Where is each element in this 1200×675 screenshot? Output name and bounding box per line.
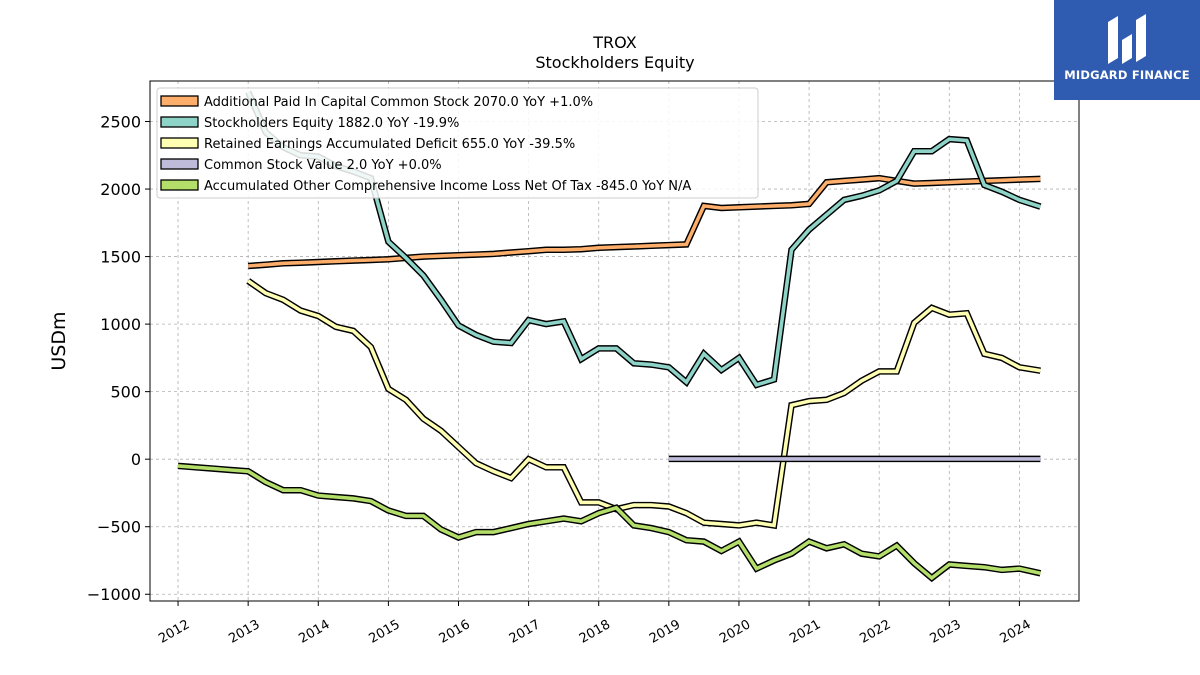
y-tick-label: −500 <box>97 518 141 537</box>
legend-label: Retained Earnings Accumulated Deficit 65… <box>204 137 575 152</box>
legend-item: Retained Earnings Accumulated Deficit 65… <box>160 137 575 152</box>
legend-label: Additional Paid In Capital Common Stock … <box>204 95 593 110</box>
legend-swatch <box>160 116 199 128</box>
legend-swatch <box>160 95 199 107</box>
legend-swatch <box>160 137 199 149</box>
y-axis: −1000 −500 0 500 1000 1500 2000 2500 <box>87 113 150 604</box>
legend-item: Accumulated Other Comprehensive Income L… <box>160 179 691 194</box>
legend-swatch <box>160 158 199 170</box>
y-tick-label: −1000 <box>87 585 141 604</box>
x-tick-label: 2018 <box>577 617 613 647</box>
chart-title: TROX <box>592 33 636 52</box>
midgard-logo-icon <box>1108 14 1146 64</box>
series-4 <box>177 462 1042 583</box>
x-tick-label: 2017 <box>507 617 543 647</box>
legend-label: Stockholders Equity 1882.0 YoY -19.9% <box>204 116 459 131</box>
x-tick-label: 2014 <box>296 617 332 647</box>
legend-item: Common Stock Value 2.0 YoY +0.0% <box>160 158 442 173</box>
y-tick-label: 0 <box>131 450 141 469</box>
y-tick-label: 2000 <box>100 180 141 199</box>
x-tick-label: 2016 <box>437 617 473 647</box>
legend-label: Accumulated Other Comprehensive Income L… <box>204 179 691 194</box>
series-2 <box>246 278 1041 530</box>
plot-frame <box>149 80 1080 602</box>
legend: Additional Paid In Capital Common Stock … <box>156 87 759 199</box>
y-tick-label: 2500 <box>100 113 141 132</box>
series-line <box>177 464 1041 581</box>
series-layer <box>177 90 1042 583</box>
series-line <box>246 91 1041 388</box>
chart-subtitle: Stockholders Equity <box>535 53 694 72</box>
series-1 <box>245 90 1042 389</box>
series-line <box>248 176 1041 268</box>
brand-logo: MIDGARD FINANCE <box>1054 0 1200 100</box>
x-axis: 2012 2013 2014 2015 2016 2017 2018 2019 2020 2021… <box>156 601 1034 647</box>
brand-name: MIDGARD FINANCE <box>1064 68 1190 82</box>
x-tick-label: 2023 <box>927 617 963 647</box>
y-tick-label: 1500 <box>100 248 141 267</box>
y-axis-label: USDm <box>48 311 70 370</box>
x-tick-label: 2019 <box>647 617 683 647</box>
y-tick-label: 500 <box>110 383 141 402</box>
legend-item: Additional Paid In Capital Common Stock … <box>160 95 593 110</box>
x-tick-label: 2020 <box>717 617 753 647</box>
x-tick-label: 2024 <box>998 617 1034 647</box>
series-line <box>247 279 1041 528</box>
y-tick-label: 1000 <box>100 315 141 334</box>
x-tick-label: 2013 <box>226 617 262 647</box>
series-0 <box>247 174 1041 270</box>
x-tick-label: 2012 <box>156 617 192 647</box>
chart-title-group: TROX Stockholders Equity <box>535 33 694 72</box>
x-tick-label: 2021 <box>787 617 823 647</box>
legend-box <box>156 87 759 199</box>
x-tick-label: 2015 <box>367 617 403 647</box>
x-tick-label: 2022 <box>857 617 893 647</box>
legend-swatch <box>160 179 199 191</box>
legend-item: Stockholders Equity 1882.0 YoY -19.9% <box>160 116 459 131</box>
legend-label: Common Stock Value 2.0 YoY +0.0% <box>204 158 442 173</box>
